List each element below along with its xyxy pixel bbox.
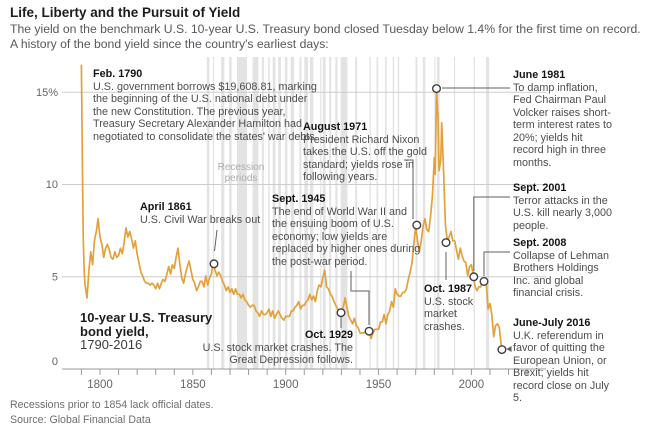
event-marker-oct-1929 (336, 308, 346, 318)
recession-band (320, 57, 322, 369)
page-subtitle: The yield on the benchmark U.S. 10-year … (10, 22, 641, 51)
recession-band (335, 57, 338, 369)
recession-band (376, 57, 379, 369)
annotation-title: Oct. 1987 (424, 283, 473, 295)
x-axis-label: 2000 (459, 379, 485, 391)
event-marker-june-july-2016 (497, 345, 507, 355)
leader-sept-1945 (350, 271, 370, 325)
recession-band (486, 57, 490, 369)
recession-periods-label: Recession periods (217, 162, 265, 184)
leader-april-1861 (214, 229, 218, 252)
recession-band (322, 57, 326, 369)
x-axis-label: 1850 (180, 379, 206, 391)
recession-band (268, 57, 270, 369)
x-axis-label: 1800 (87, 379, 113, 391)
event-marker-june-1981 (432, 84, 442, 94)
recession-band (415, 57, 418, 369)
annotation-title: June-July 2016 (513, 317, 591, 329)
source-line: Source: Global Financial Data (10, 414, 151, 426)
annotation-title: June 1981 (513, 69, 566, 81)
annotation-body: U.K. referendum in favor of quitting the… (513, 329, 610, 405)
annotation-body: Terror attacks in the U.S. kill nearly 3… (513, 194, 613, 232)
annotation-aug-1971: August 1971 President Richard Nixon takes… (303, 121, 433, 184)
annotation-body: U.S. government borrows $19,608.81, mark… (93, 80, 318, 143)
recession-band (369, 57, 371, 369)
event-marker-august-1971 (412, 220, 422, 230)
recession-band (261, 57, 264, 369)
recession-band (252, 57, 259, 369)
y-axis-label: 0 (52, 356, 58, 368)
event-marker-sept-2008 (479, 276, 489, 286)
yield-line (80, 64, 503, 350)
recession-band (290, 57, 295, 369)
leader-arrow-june-2016 (506, 346, 512, 352)
recession-band (453, 57, 456, 369)
recession-band (355, 57, 358, 369)
page-title: Life, Liberty and the Pursuit of Yield (10, 5, 241, 20)
event-marker-sept-1945 (364, 326, 374, 336)
annotation-oct-1987: Oct. 1987 U.S. stock market crashes. (424, 283, 486, 333)
recession-band (434, 57, 436, 369)
recession-band (237, 57, 247, 369)
annotation-oct-1929: Oct. 1929 U.S. stock market crashes. The … (195, 329, 353, 367)
y-axis-label: 15% (36, 87, 58, 99)
annotation-body: U.S. stock market crashes. The Great Dep… (202, 341, 353, 367)
event-marker-oct-1987 (441, 238, 451, 248)
annotation-sept-2008: Sept. 2008 Collapse of Lehman Brothers Ho… (513, 237, 617, 300)
event-marker-april-1861 (209, 259, 219, 269)
recession-band (385, 57, 387, 369)
recession-band (278, 57, 281, 369)
annotation-body: Collapse of Lehman Brothers Holdings Inc… (513, 249, 610, 300)
annotation-june-2016: June-July 2016 U.K. referendum in favor o… (513, 317, 615, 405)
annotation-title: Sept. 2008 (513, 237, 567, 249)
annotation-june-1981: June 1981 To damp inflation, Fed Chairman… (513, 69, 614, 169)
annotation-body: President Richard Nixon takes the U.S. o… (303, 133, 428, 184)
recession-band (397, 57, 400, 369)
annotation-body: The end of World War II and the ensuing … (272, 205, 421, 268)
x-axis-label: 1900 (273, 379, 299, 391)
recession-band (229, 57, 232, 369)
recession-band (212, 57, 215, 369)
y-axis-label: 5 (52, 271, 58, 283)
recession-band (284, 57, 288, 369)
recession-band (206, 57, 210, 369)
annotation-title: Sept. 1945 (272, 193, 326, 205)
annotation-title: April 1861 (140, 201, 192, 213)
annotation-title: Feb. 1790 (93, 68, 143, 80)
annotation-body: U.S. stock market crashes. (424, 295, 474, 333)
leader-aug-1971 (404, 159, 414, 219)
y-axis-label: 10 (46, 179, 58, 191)
annotation-april-1861: April 1861 U.S. Civil War breaks out (140, 201, 280, 226)
annotation-body: To damp inflation, Fed Chairman Paul Vol… (513, 81, 613, 169)
annotation-body: U.S. Civil War breaks out (140, 213, 261, 226)
recession-band (309, 57, 314, 369)
recession-band (299, 57, 302, 369)
event-marker-sept-2001 (469, 272, 479, 282)
recession-band (422, 57, 426, 369)
recession-band (329, 57, 332, 369)
footnote: Recessions prior to 1854 lack official d… (10, 399, 214, 411)
annotation-sept-2001: Sept. 2001 Terror attacks in the U.S. kil… (513, 182, 617, 232)
annotation-title: Sept. 2001 (513, 182, 567, 194)
recession-band (272, 57, 276, 369)
recession-band (340, 57, 348, 369)
recession-band (437, 57, 440, 369)
leader-sept-2008 (483, 251, 510, 276)
annotation-title: Oct. 1929 (304, 329, 353, 341)
annotation-title: August 1971 (303, 121, 368, 133)
x-axis-label: 1950 (366, 379, 392, 391)
annotation-feb-1790: Feb. 1790 U.S. government borrows $19,608… (93, 68, 321, 143)
series-label: 10-year U.S. Treasury bond yield, 1790-2… (80, 310, 213, 353)
annotation-sept-1945: Sept. 1945 The end of World War II and th… (272, 193, 424, 268)
recession-band (304, 57, 308, 369)
recession-band (221, 57, 225, 369)
leader-sept-2001 (473, 196, 510, 271)
recession-band (392, 57, 395, 369)
